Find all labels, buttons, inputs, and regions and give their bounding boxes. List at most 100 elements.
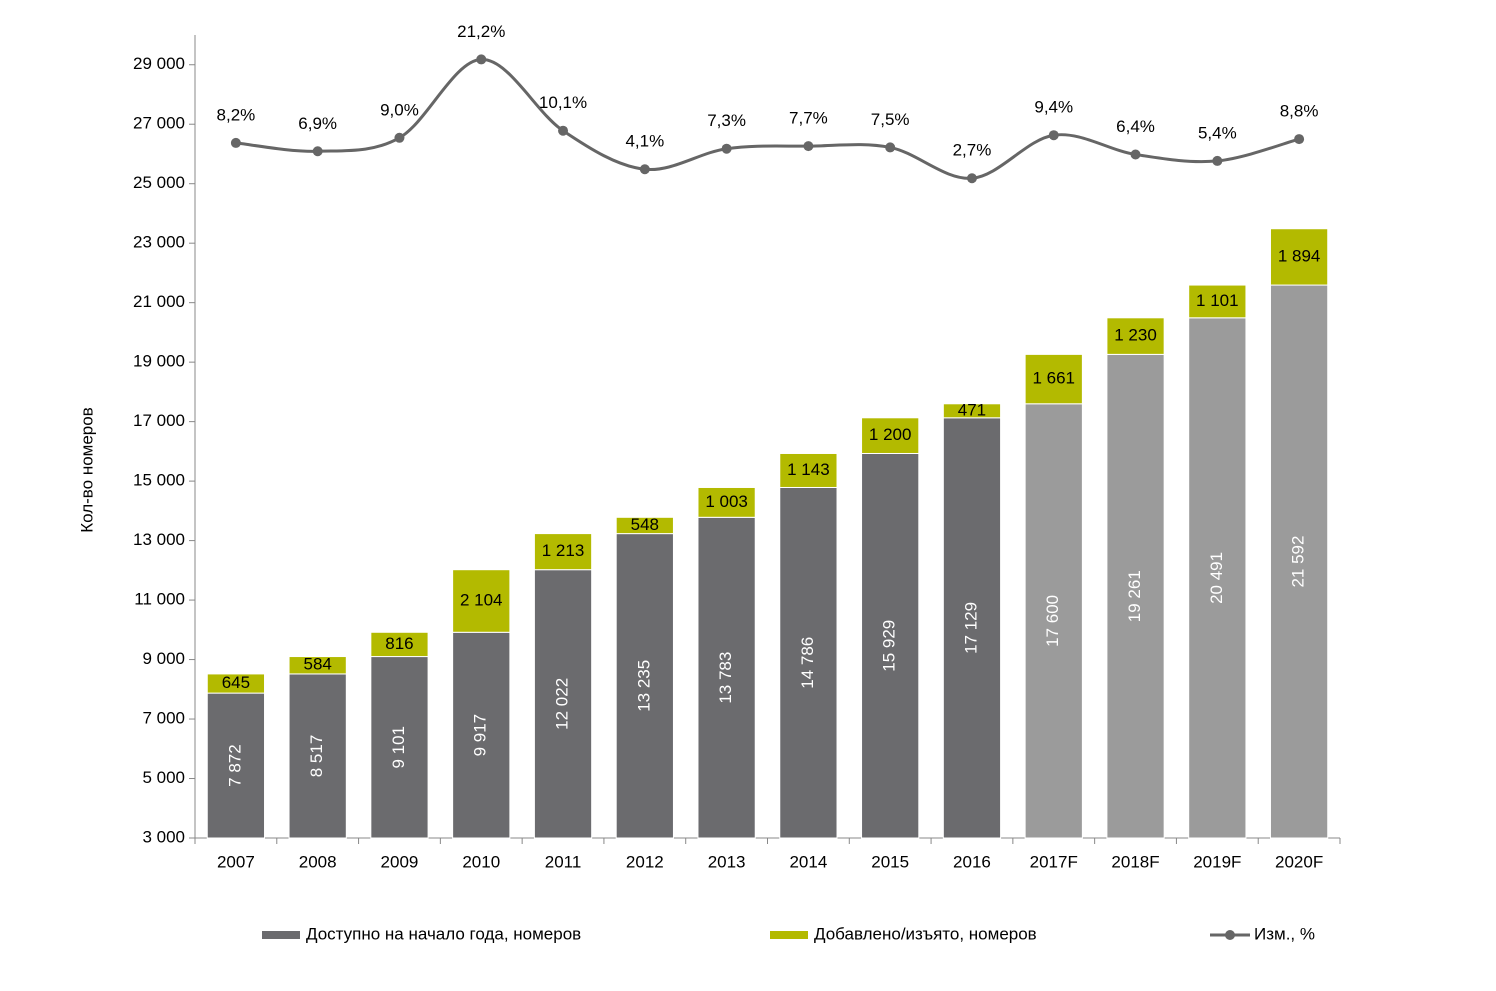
x-tick-label: 2011 bbox=[545, 852, 582, 871]
x-tick-label: 2013 bbox=[708, 852, 746, 871]
bar-segment bbox=[942, 403, 1002, 419]
y-tick-label: 27 000 bbox=[133, 114, 185, 133]
bar-segment bbox=[1106, 353, 1165, 839]
bar-segment bbox=[533, 569, 593, 839]
y-tick-label: 29 000 bbox=[133, 54, 185, 73]
line-label: 5,4% bbox=[1198, 123, 1237, 142]
bar-label: 1 003 bbox=[705, 492, 748, 511]
bar-segment bbox=[1188, 317, 1247, 839]
bar-label: 548 bbox=[631, 515, 659, 534]
line bbox=[235, 57, 1300, 180]
x-tick-label: 2009 bbox=[381, 852, 419, 871]
bar-label: 471 bbox=[958, 400, 986, 419]
y-tick-label: 17 000 bbox=[133, 411, 185, 430]
line-marker bbox=[639, 164, 650, 175]
line-marker bbox=[803, 141, 814, 152]
y-tick-label: 19 000 bbox=[133, 352, 185, 371]
bar-segment bbox=[370, 656, 429, 839]
x-tick-label: 2008 bbox=[299, 852, 337, 871]
bar-label: 1 200 bbox=[869, 425, 912, 444]
bar-segment bbox=[288, 656, 347, 675]
x-tick-label: 2017F bbox=[1030, 852, 1078, 871]
legend-swatch bbox=[262, 931, 300, 939]
line-marker bbox=[230, 137, 241, 148]
bar-segment bbox=[697, 516, 756, 839]
bar-label: 17 600 bbox=[1043, 595, 1062, 647]
bar-label: 20 491 bbox=[1207, 552, 1226, 604]
line-label: 21,2% bbox=[457, 22, 505, 41]
y-tick-label: 25 000 bbox=[133, 173, 185, 192]
bar-label: 9 917 bbox=[471, 714, 490, 757]
y-tick-label: 7 000 bbox=[142, 709, 185, 728]
line-label: 7,7% bbox=[789, 109, 828, 128]
bar-segment bbox=[942, 417, 1002, 839]
y-tick-label: 21 000 bbox=[133, 292, 185, 311]
legend-swatch bbox=[770, 931, 808, 939]
y-axis-label: Кол-во номеров bbox=[77, 407, 96, 533]
legend-label: Добавлено/изъято, номеров bbox=[814, 924, 1037, 943]
bar-label: 816 bbox=[385, 634, 413, 653]
bar-label: 7 872 bbox=[225, 744, 244, 787]
bar-label: 2 104 bbox=[460, 590, 503, 609]
bar-label: 1 213 bbox=[542, 541, 585, 560]
bar-label: 1 230 bbox=[1114, 326, 1157, 345]
x-tick-label: 2019F bbox=[1193, 852, 1241, 871]
line-label: 8,8% bbox=[1280, 102, 1319, 121]
y-tick-label: 23 000 bbox=[133, 233, 185, 252]
bar-label: 12 022 bbox=[553, 678, 572, 730]
bar-label: 19 261 bbox=[1125, 570, 1144, 622]
x-tick-label: 2016 bbox=[953, 852, 991, 871]
line-marker bbox=[312, 146, 323, 157]
y-tick-label: 5 000 bbox=[142, 768, 185, 787]
bar-segment bbox=[452, 631, 511, 839]
x-tick-label: 2010 bbox=[462, 852, 500, 871]
line-label: 7,5% bbox=[871, 110, 910, 129]
line-marker bbox=[558, 125, 569, 136]
bar-label: 13 235 bbox=[634, 660, 653, 712]
bar-segment bbox=[615, 533, 674, 839]
bar-segment bbox=[452, 569, 511, 633]
bar-segment bbox=[779, 452, 838, 488]
x-tick-label: 2007 bbox=[217, 852, 255, 871]
bar-segment bbox=[1024, 403, 1083, 839]
line-marker bbox=[885, 142, 896, 153]
bar-segment bbox=[1269, 228, 1329, 286]
legend-swatch bbox=[1225, 930, 1235, 940]
y-tick-label: 11 000 bbox=[134, 590, 185, 609]
bar-segment bbox=[206, 692, 266, 839]
x-tick-label: 2015 bbox=[871, 852, 909, 871]
bar-segment bbox=[1188, 284, 1247, 319]
line-marker bbox=[1048, 130, 1059, 141]
bar-label: 645 bbox=[222, 673, 250, 692]
bar-segment bbox=[615, 516, 674, 535]
bar-segment bbox=[1024, 353, 1083, 405]
bar-label: 1 661 bbox=[1032, 369, 1075, 388]
y-tick-label: 15 000 bbox=[133, 471, 185, 490]
legend-label: Изм., % bbox=[1254, 924, 1315, 943]
bar-label: 14 786 bbox=[798, 637, 817, 689]
line-marker bbox=[394, 132, 405, 143]
y-tick-label: 13 000 bbox=[133, 530, 185, 549]
x-tick-label: 2014 bbox=[789, 852, 827, 871]
line-marker bbox=[476, 54, 487, 65]
bar-label: 1 143 bbox=[787, 460, 830, 479]
bar-label: 15 929 bbox=[880, 620, 899, 672]
bar-label: 21 592 bbox=[1289, 536, 1308, 588]
line-marker bbox=[1130, 149, 1141, 160]
bar-label: 1 894 bbox=[1278, 246, 1321, 265]
bar-segment bbox=[1106, 317, 1165, 355]
x-tick-label: 2020F bbox=[1275, 852, 1323, 871]
bar-label: 13 783 bbox=[716, 652, 735, 704]
line-label: 6,9% bbox=[298, 114, 337, 133]
line-label: 9,0% bbox=[380, 100, 419, 119]
bar-label: 17 129 bbox=[961, 602, 980, 654]
line-marker bbox=[1294, 134, 1305, 145]
legend-label: Доступно на начало года, номеров bbox=[306, 924, 581, 943]
y-tick-label: 3 000 bbox=[142, 827, 185, 846]
bar-segment bbox=[533, 533, 593, 571]
line-label: 6,4% bbox=[1116, 117, 1155, 136]
bar-segment bbox=[779, 486, 838, 839]
line-marker bbox=[1212, 155, 1223, 166]
bar-segment bbox=[861, 417, 920, 454]
